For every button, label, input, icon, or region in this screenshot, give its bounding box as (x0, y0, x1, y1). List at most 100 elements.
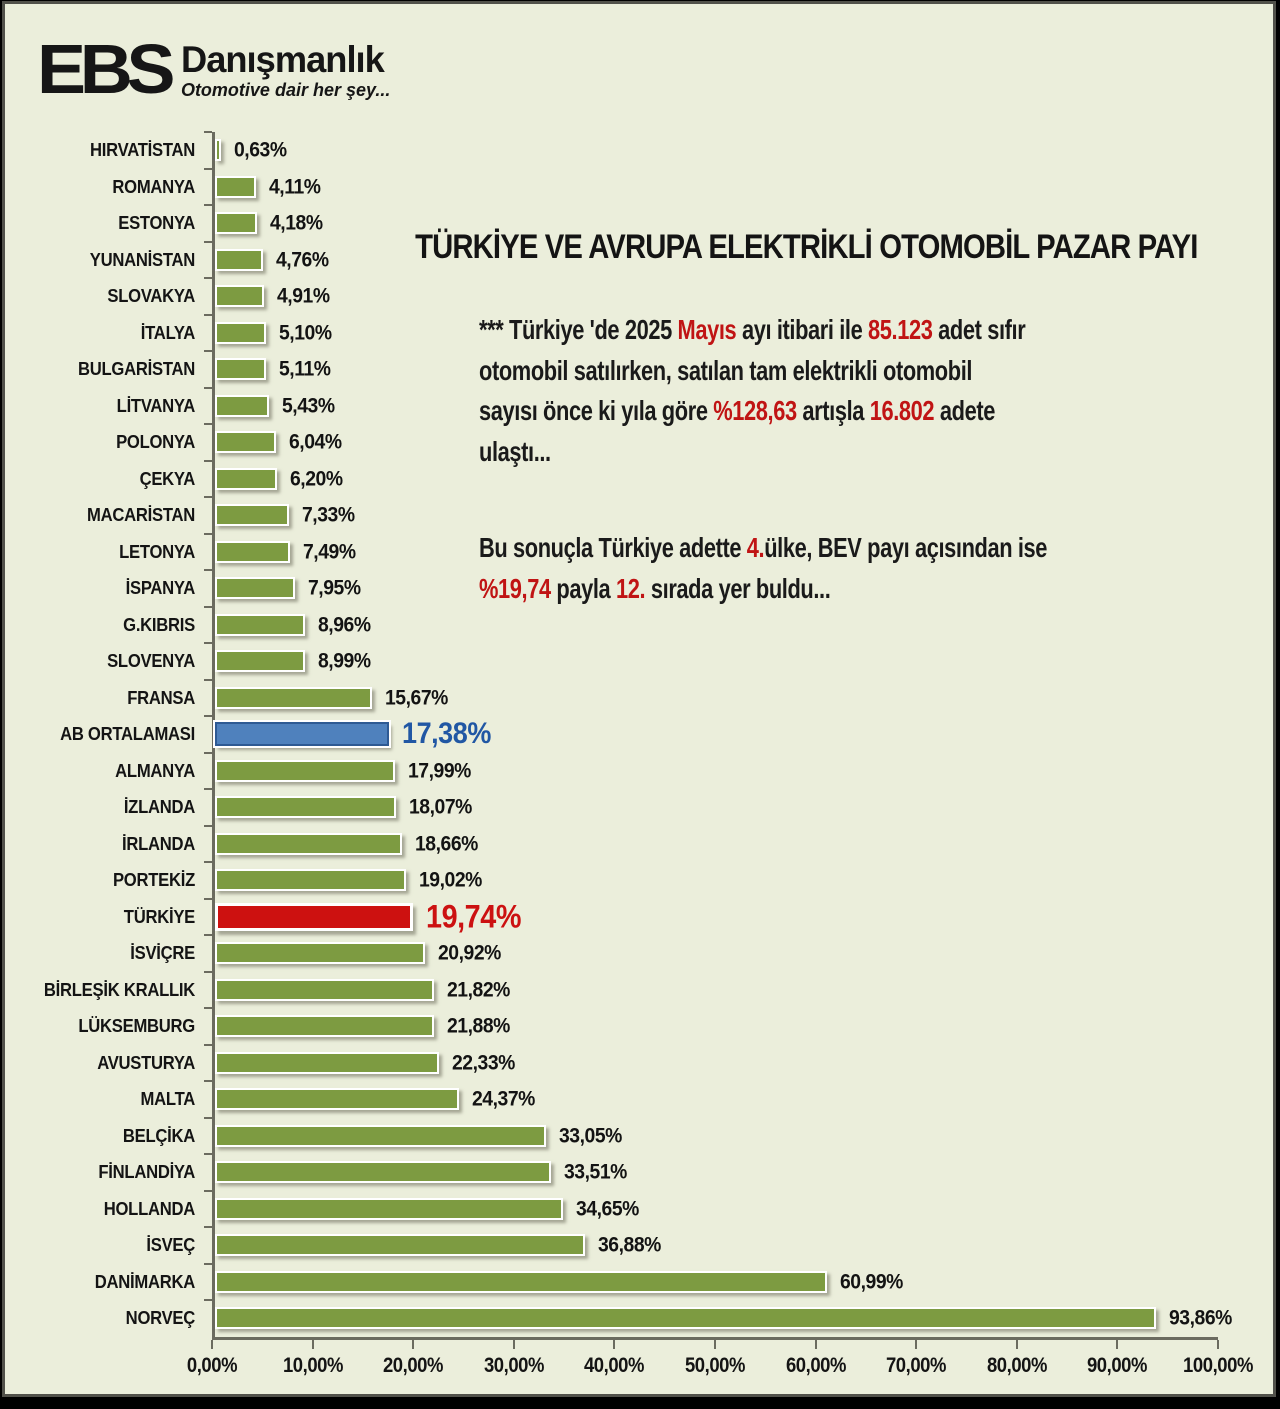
bar-row: POLONYA 6,04% (22, 423, 1248, 461)
bar-track: 4,11% (204, 167, 1218, 205)
logo-ebs-text: EBS (37, 30, 176, 108)
x-axis-tick (1015, 1339, 1018, 1349)
bar-track: 17,99% (204, 751, 1218, 789)
country-label: ROMANYA (112, 175, 195, 197)
x-axis-tick-label: 70,00% (886, 1353, 947, 1377)
country-label: BELÇİKA (122, 1124, 195, 1146)
bar-track: 5,11% (204, 350, 1218, 388)
country-label: G.KIBRIS (123, 613, 195, 635)
x-axis-tick-label: 30,00% (483, 1353, 544, 1377)
bar-track: 36,88% (204, 1226, 1218, 1264)
country-label: FİNLANDİYA (98, 1161, 195, 1183)
bar-track: 18,66% (204, 824, 1218, 862)
bar-track: 0,63% (204, 131, 1218, 169)
bar-i-rlanda (215, 832, 403, 855)
bar-row: İSVİÇRE 20,92% (22, 934, 1248, 972)
annotation-text: payla (550, 572, 616, 604)
bar-row: İRLANDA 18,66% (22, 824, 1248, 862)
bar-hollanda (215, 1197, 563, 1220)
country-label: İTALYA (140, 321, 195, 343)
x-axis-tick-label: 60,00% (785, 1353, 846, 1377)
annotation-highlight: 12. (615, 572, 646, 604)
annotation-text: ülke, BEV payı açısından ise (764, 532, 1048, 563)
bar-fransa (215, 686, 373, 709)
annotation-text: otomobil satılırken, satılan tam elektri… (479, 354, 973, 386)
bar-hirvati-stan (215, 139, 222, 162)
annotation-highlight: %19,74 (479, 572, 551, 604)
annotation-highlight: 4. (746, 532, 765, 563)
country-label: HOLLANDA (103, 1197, 196, 1219)
bar-row: ÇEKYA 6,20% (22, 459, 1248, 497)
bar-value-label: 24,37% (472, 1086, 536, 1111)
bar-row: AB ORTALAMASI 17,38% (22, 715, 1248, 753)
bar-i-zlanda (215, 796, 397, 819)
bar-row: DANİMARKA 60,99% (22, 1262, 1248, 1300)
bar-yunani-stan (215, 248, 263, 271)
annotation-paragraph-2: Bu sonuçla Türkiye adette 4.ülke, BEV pa… (479, 528, 1181, 609)
bar-bulgari-stan (215, 358, 267, 381)
x-axis-tick-label: 10,00% (282, 1353, 343, 1377)
bar-avusturya (215, 1051, 439, 1074)
annotation-line: %19,74 payla 12. sırada yer buldu... (479, 569, 1181, 610)
bar-track: 60,99% (204, 1262, 1218, 1300)
bar-row: LİTVANYA 5,43% (22, 386, 1248, 424)
bar-value-label: 4,18% (269, 210, 323, 235)
annotation-text: adete (934, 395, 996, 426)
bar-track: 21,82% (204, 970, 1218, 1008)
country-label: FRANSA (127, 686, 195, 708)
bar-track: 8,96% (204, 605, 1218, 643)
x-axis-tick (1116, 1339, 1119, 1349)
country-label: AVUSTURYA (97, 1051, 195, 1073)
bar-row: G.KIBRIS 8,96% (22, 605, 1248, 643)
country-label: İSPANYA (125, 577, 196, 599)
bar-track: 5,43% (204, 386, 1218, 424)
bar-li-tvanya (215, 394, 270, 417)
country-label: LİTVANYA (116, 394, 196, 416)
bar-track: 4,18% (204, 204, 1218, 242)
x-axis-tick-label: 0,00% (186, 1353, 238, 1377)
annotation-line: sayısı önce ki yıla göre %128,63 artışla… (479, 391, 1181, 432)
bar-rows: HIRVATİSTAN 0,63% ROMANYA 4,11% ESTONYA 4,18%… (22, 131, 1248, 1337)
bar-value-label: 19,74% (425, 898, 521, 935)
x-axis-tick (311, 1339, 314, 1349)
bar-row: BİRLEŞİK KRALLIK 21,82% (22, 970, 1248, 1008)
bar-ab-ortalamasi (215, 722, 390, 747)
country-label: SLOVENYA (107, 650, 195, 672)
bar-value-label: 5,11% (279, 356, 331, 381)
x-axis: 0,00% 10,00% 20,00% 30,00% 40,00% 50,00% 60,00… (187, 1336, 1253, 1383)
bar-row: İZLANDA 18,07% (22, 788, 1248, 826)
bar-i-svi-re (215, 942, 425, 965)
bar-value-label: 5,10% (279, 320, 332, 345)
bar-t-rki-ye (215, 902, 413, 931)
bar-track: 19,74% (204, 897, 1218, 935)
bar-value-label: 8,96% (317, 612, 371, 637)
country-label: POLONYA (116, 431, 195, 453)
annotation-line: Bu sonuçla Türkiye adette 4.ülke, BEV pa… (479, 528, 1181, 569)
bar-row: NORVEÇ 93,86% (22, 1299, 1248, 1337)
x-axis-tick (412, 1339, 415, 1349)
bar-row: ALMANYA 17,99% (22, 751, 1248, 789)
x-axis-tick (714, 1339, 716, 1349)
bar-row: SLOVENYA 8,99% (22, 642, 1248, 680)
annotation-highlight: 85.123 (868, 314, 933, 345)
bar-track: 93,86% (204, 1299, 1233, 1337)
bar-i-sve- (215, 1234, 585, 1257)
x-axis-tick-label: 20,00% (383, 1353, 444, 1377)
bar-i-talya (215, 321, 267, 344)
bar-row: BULGARİSTAN 5,11% (22, 350, 1248, 388)
country-label: İSVEÇ (146, 1234, 195, 1256)
bar-row: HOLLANDA 34,65% (22, 1189, 1248, 1227)
annotation-text: ayı itibari ile (736, 314, 869, 345)
bar-i-spanya (215, 577, 295, 600)
bar-track: 5,10% (204, 313, 1218, 351)
x-axis-tick (1217, 1339, 1219, 1349)
country-label: İSVİÇRE (130, 942, 195, 964)
x-axis-tick (211, 1339, 213, 1349)
bar-value-label: 6,20% (290, 466, 343, 491)
bar-row: FİNLANDİYA 33,51% (22, 1153, 1248, 1191)
annotation-line: otomobil satılırken, satılan tam elektri… (479, 351, 1181, 392)
country-label: DANİMARKA (94, 1270, 196, 1292)
bar-track: 15,67% (204, 678, 1218, 716)
annotation-text: sırada yer buldu... (645, 572, 831, 604)
